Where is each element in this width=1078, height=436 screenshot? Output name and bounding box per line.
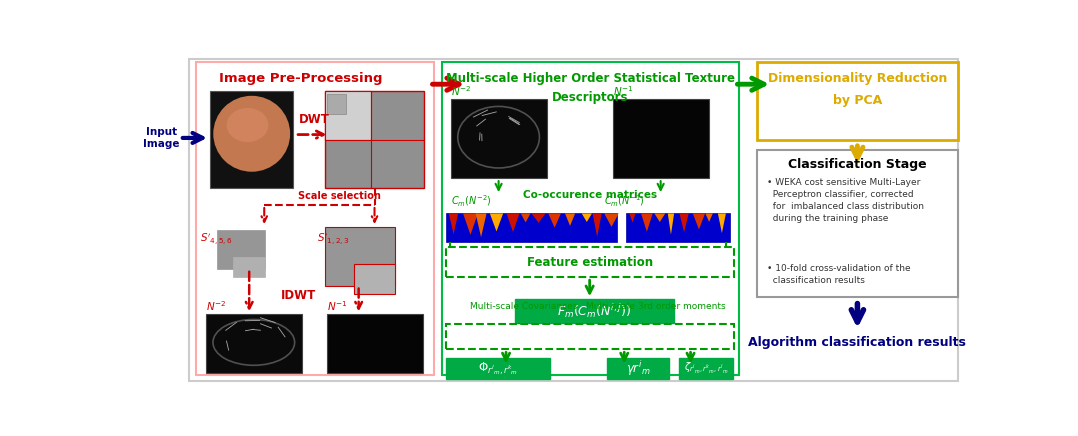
Polygon shape <box>693 214 705 229</box>
Polygon shape <box>582 214 592 222</box>
FancyBboxPatch shape <box>515 299 674 323</box>
FancyBboxPatch shape <box>327 94 346 114</box>
FancyBboxPatch shape <box>233 257 265 277</box>
Polygon shape <box>549 214 561 228</box>
FancyBboxPatch shape <box>327 314 423 373</box>
Polygon shape <box>448 214 458 234</box>
FancyBboxPatch shape <box>217 230 265 269</box>
Text: Algorithm classification results: Algorithm classification results <box>748 336 966 349</box>
Text: $\gamma r^i{}_m$: $\gamma r^i{}_m$ <box>625 359 650 378</box>
Text: IDWT: IDWT <box>281 289 316 302</box>
Text: $C_m(N^{-2})$: $C_m(N^{-2})$ <box>451 193 492 209</box>
Text: Classification Stage: Classification Stage <box>788 158 927 171</box>
FancyBboxPatch shape <box>442 62 738 375</box>
FancyBboxPatch shape <box>196 62 433 375</box>
FancyBboxPatch shape <box>354 264 395 294</box>
Polygon shape <box>654 214 665 222</box>
Text: $\Phi_{r^l{}_m,r^k{}_m}$: $\Phi_{r^l{}_m,r^k{}_m}$ <box>478 360 517 377</box>
FancyBboxPatch shape <box>612 99 708 178</box>
Polygon shape <box>641 214 652 232</box>
FancyBboxPatch shape <box>210 91 293 188</box>
Text: Co-occurence matrices: Co-occurence matrices <box>524 190 658 200</box>
Polygon shape <box>679 214 689 232</box>
FancyBboxPatch shape <box>206 314 302 373</box>
Polygon shape <box>667 214 674 235</box>
Text: Multi-scale Higher Order Statistical Texture: Multi-scale Higher Order Statistical Tex… <box>446 72 735 85</box>
Text: $N^{-1}$: $N^{-1}$ <box>327 299 347 313</box>
Ellipse shape <box>226 108 268 142</box>
Text: • 10-fold cross-validation of the
  classification results: • 10-fold cross-validation of the classi… <box>768 264 911 285</box>
Text: Image Pre-Processing: Image Pre-Processing <box>219 72 383 85</box>
Text: $C_m(N^{-1})$: $C_m(N^{-1})$ <box>605 193 645 209</box>
Polygon shape <box>521 214 530 222</box>
Text: by PCA: by PCA <box>833 94 882 107</box>
FancyBboxPatch shape <box>326 91 371 140</box>
Text: $\zeta_{r^i{}_m,r^k{}_m,r^l{}_m}$: $\zeta_{r^i{}_m,r^k{}_m,r^l{}_m}$ <box>683 361 728 376</box>
Polygon shape <box>593 214 602 237</box>
FancyBboxPatch shape <box>757 150 957 297</box>
Polygon shape <box>565 214 576 226</box>
Text: • WEKA cost sensitive Multi-Layer
  Perceptron classifier, corrected
  for  imba: • WEKA cost sensitive Multi-Layer Percep… <box>768 178 924 223</box>
FancyBboxPatch shape <box>445 358 550 378</box>
FancyBboxPatch shape <box>757 62 957 140</box>
FancyBboxPatch shape <box>626 214 731 242</box>
Polygon shape <box>605 214 619 227</box>
Text: Multi-scale 3rd order moments: Multi-scale 3rd order moments <box>586 303 725 311</box>
Text: $F_m(C_m(N^{i,j}))$: $F_m(C_m(N^{i,j}))$ <box>557 302 632 320</box>
Polygon shape <box>705 214 713 222</box>
FancyBboxPatch shape <box>326 227 395 286</box>
Polygon shape <box>718 214 725 233</box>
Text: Feature estimation: Feature estimation <box>526 255 652 269</box>
FancyBboxPatch shape <box>451 99 547 178</box>
Text: Dimensionality Reduction: Dimensionality Reduction <box>768 72 948 85</box>
Polygon shape <box>531 214 545 223</box>
Ellipse shape <box>213 96 290 172</box>
Text: Descriptors: Descriptors <box>552 91 628 104</box>
Polygon shape <box>630 214 636 222</box>
Polygon shape <box>464 214 478 235</box>
Text: Multi-scale Covariances: Multi-scale Covariances <box>470 303 577 311</box>
Text: Input
Image: Input Image <box>143 127 180 149</box>
Polygon shape <box>507 214 520 232</box>
Text: Scale selection: Scale selection <box>298 191 381 201</box>
Text: $N^{-2}$: $N^{-2}$ <box>451 84 471 98</box>
Text: $N^{-2}$: $N^{-2}$ <box>206 299 226 313</box>
Text: $S'_{1,2,3}$: $S'_{1,2,3}$ <box>317 232 350 248</box>
Polygon shape <box>489 214 503 232</box>
Text: DWT: DWT <box>299 113 330 126</box>
Polygon shape <box>475 214 486 237</box>
FancyBboxPatch shape <box>326 91 424 188</box>
Text: $N^{-1}$: $N^{-1}$ <box>612 84 633 98</box>
FancyBboxPatch shape <box>679 358 733 378</box>
FancyBboxPatch shape <box>607 358 669 378</box>
FancyBboxPatch shape <box>445 214 617 242</box>
FancyBboxPatch shape <box>189 59 957 382</box>
Text: $S'_{4,5,6}$: $S'_{4,5,6}$ <box>201 232 233 248</box>
